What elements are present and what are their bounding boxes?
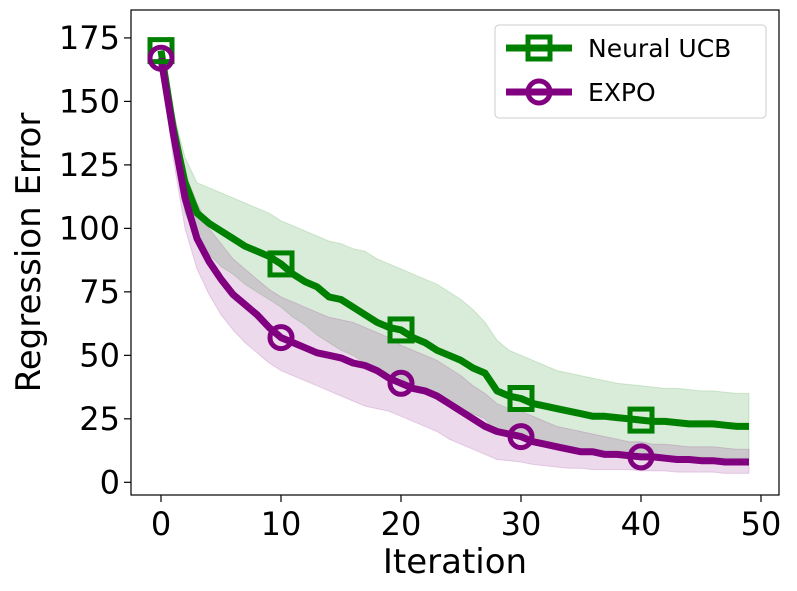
y-tick-label: 75 (79, 273, 120, 311)
expo-marker (267, 324, 295, 352)
expo-marker (387, 369, 415, 397)
y-tick-label: 0 (100, 463, 120, 501)
y-tick-label: 25 (79, 400, 120, 438)
x-tick-label: 50 (741, 505, 782, 543)
neural-ucb-marker (627, 406, 655, 434)
series-markers (147, 37, 655, 471)
x-tick-label: 40 (621, 505, 662, 543)
neural-ucb-marker (267, 250, 295, 278)
y-tick-label: 175 (59, 19, 120, 57)
y-tick-label: 125 (59, 146, 120, 184)
y-axis-label: Regression Error (9, 113, 49, 393)
legend-neural-ucb-marker (525, 34, 553, 62)
neural-ucb-marker (387, 316, 415, 344)
expo-marker (147, 44, 175, 72)
legend: Neural UCB EXPO (494, 24, 767, 119)
expo-marker (627, 443, 655, 471)
x-axis-ticks: 0 10 20 30 40 50 (151, 495, 782, 543)
legend-neural-ucb-label: Neural UCB (588, 34, 731, 63)
y-tick-label: 50 (79, 336, 120, 374)
y-axis-ticks: 0 25 50 75 100 125 150 175 (59, 19, 131, 501)
expo-band (160, 53, 750, 474)
x-tick-label: 20 (381, 505, 422, 543)
y-tick-label: 100 (59, 209, 120, 247)
x-tick-label: 30 (501, 505, 542, 543)
plot-frame (130, 9, 780, 496)
legend-expo-label: EXPO (588, 78, 656, 107)
expo-marker (507, 423, 535, 451)
x-tick-label: 0 (151, 505, 171, 543)
x-tick-label: 10 (261, 505, 302, 543)
y-tick-label: 150 (59, 82, 120, 120)
x-axis-label: Iteration (383, 542, 527, 582)
neural-ucb-marker (507, 385, 535, 413)
legend-expo-marker (525, 78, 553, 106)
